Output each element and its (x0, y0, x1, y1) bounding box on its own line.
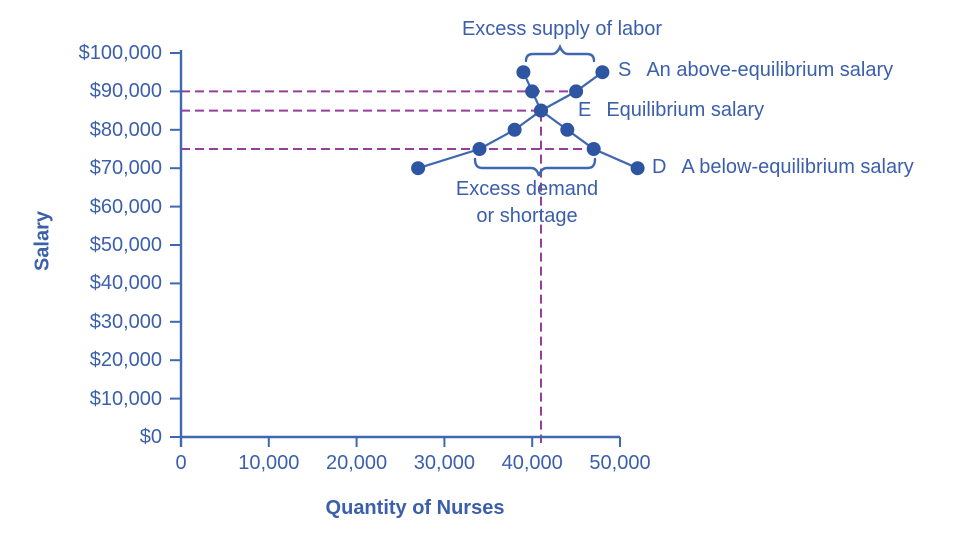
y-tick-label: $40,000 (89, 272, 162, 295)
demand-point (586, 142, 601, 156)
supply-point (595, 65, 610, 80)
x-tick-label: 50,000 (589, 452, 651, 474)
y-tick-label: $70,000 (89, 157, 162, 180)
excess-demand-annotation: Excess demand or shortage (456, 176, 598, 230)
y-tick-label: $60,000 (89, 195, 162, 218)
demand-curve-label: D A below-equilibrium salary (652, 156, 914, 178)
y-tick-label: $0 (139, 426, 162, 448)
y-tick-label: $80,000 (89, 118, 162, 141)
x-tick-label: 20,000 (326, 452, 388, 474)
equilibrium-label: E Equilibrium salary (578, 99, 764, 121)
demand-curve-description: A below-equilibrium salary (681, 156, 914, 178)
demand-point (560, 122, 575, 137)
supply-curve-marker: S (618, 59, 632, 81)
supply-point (472, 142, 487, 156)
demand-curve-marker: D (652, 156, 667, 178)
demand-point (525, 84, 540, 99)
excess-supply-annotation: Excess supply of labor (461, 18, 663, 40)
y-tick-label: $10,000 (89, 387, 162, 410)
y-tick-label: $50,000 (89, 234, 162, 256)
y-tick-label: $30,000 (89, 310, 162, 333)
excess-demand-brace (473, 157, 597, 177)
x-axis-title: Quantity of Nurses (325, 497, 505, 519)
supply-point (411, 161, 426, 176)
excess-demand-line1: Excess demand (455, 178, 599, 200)
supply-curve-description: An above-equilibrium salary (646, 59, 894, 81)
y-tick-label: $100,000 (78, 42, 162, 64)
supply-curve-label: S An above-equilibrium salary (618, 59, 893, 81)
demand-point (630, 161, 645, 176)
x-tick-label: 40,000 (501, 452, 563, 474)
demand-point (516, 65, 531, 80)
excess-demand-line2: or shortage (476, 205, 578, 227)
supply-point (507, 122, 522, 137)
supply-point (569, 84, 584, 99)
y-tick-label: $20,000 (89, 349, 162, 372)
y-tick-label: $90,000 (89, 80, 162, 103)
excess-supply-brace (524, 43, 596, 63)
x-tick-label: 0 (175, 452, 187, 474)
y-axis-title: Salary (31, 210, 54, 272)
x-tick-label: 10,000 (238, 452, 300, 474)
equilibrium-description: Equilibrium salary (606, 99, 765, 121)
x-tick-label: 30,000 (413, 452, 475, 474)
equilibrium-marker: E (578, 99, 592, 121)
equilibrium-point (534, 103, 548, 118)
